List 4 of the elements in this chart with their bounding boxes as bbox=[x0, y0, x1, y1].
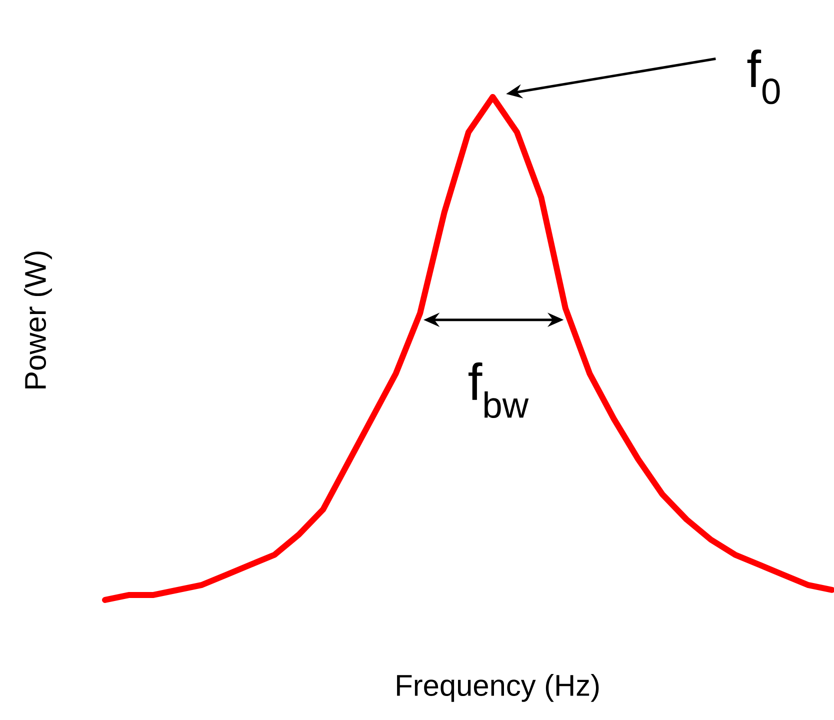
y-axis-title: Power (W) bbox=[24, 252, 52, 388]
x-axis-title: Frequency (Hz) bbox=[397, 674, 599, 702]
annotation: f$_{bw}$ bbox=[468, 362, 529, 418]
annotation: f$_{0}$ bbox=[747, 50, 780, 104]
